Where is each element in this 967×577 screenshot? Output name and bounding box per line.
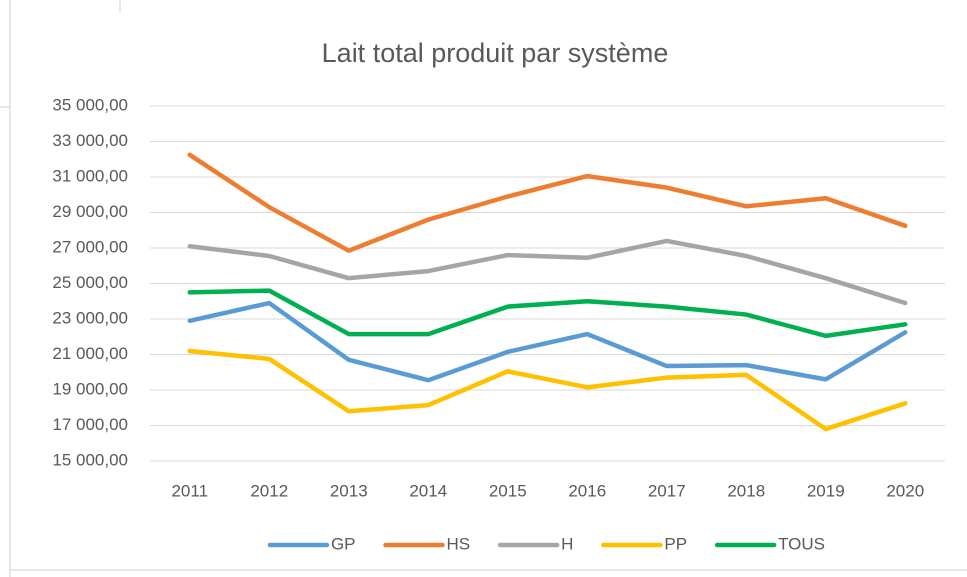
y-tick-label: 17 000,00 — [52, 415, 128, 434]
x-tick-label: 2014 — [409, 481, 447, 500]
y-tick-label: 27 000,00 — [52, 237, 128, 256]
x-tick-label: 2020 — [886, 481, 924, 500]
y-tick-label: 31 000,00 — [52, 166, 128, 185]
y-tick-label: 21 000,00 — [52, 344, 128, 363]
x-tick-label: 2016 — [568, 481, 606, 500]
y-tick-label: 35 000,00 — [52, 95, 128, 114]
legend-label: PP — [664, 534, 687, 553]
series-line — [187, 152, 908, 253]
y-tick-label: 19 000,00 — [52, 379, 128, 398]
x-tick-label: 2018 — [727, 481, 765, 500]
series-line — [187, 348, 908, 432]
y-tick-label: 25 000,00 — [52, 273, 128, 292]
x-tick-label: 2012 — [250, 481, 288, 500]
chart-title: Lait total produit par système — [322, 38, 669, 68]
series-line — [187, 300, 908, 383]
legend-label: GP — [331, 534, 356, 553]
legend-label: HS — [447, 534, 471, 553]
x-tick-label: 2017 — [648, 481, 686, 500]
legend-label: TOUS — [778, 534, 825, 553]
x-tick-label: 2015 — [489, 481, 527, 500]
legend-label: H — [561, 534, 573, 553]
y-tick-label: 23 000,00 — [52, 308, 128, 327]
x-tick-label: 2011 — [171, 481, 208, 500]
x-tick-label: 2019 — [807, 481, 845, 500]
series-line — [187, 288, 908, 339]
y-tick-label: 15 000,00 — [52, 450, 128, 469]
y-tick-label: 29 000,00 — [52, 202, 128, 221]
series-line — [187, 238, 908, 306]
y-tick-label: 33 000,00 — [52, 131, 128, 150]
x-tick-label: 2013 — [330, 481, 368, 500]
